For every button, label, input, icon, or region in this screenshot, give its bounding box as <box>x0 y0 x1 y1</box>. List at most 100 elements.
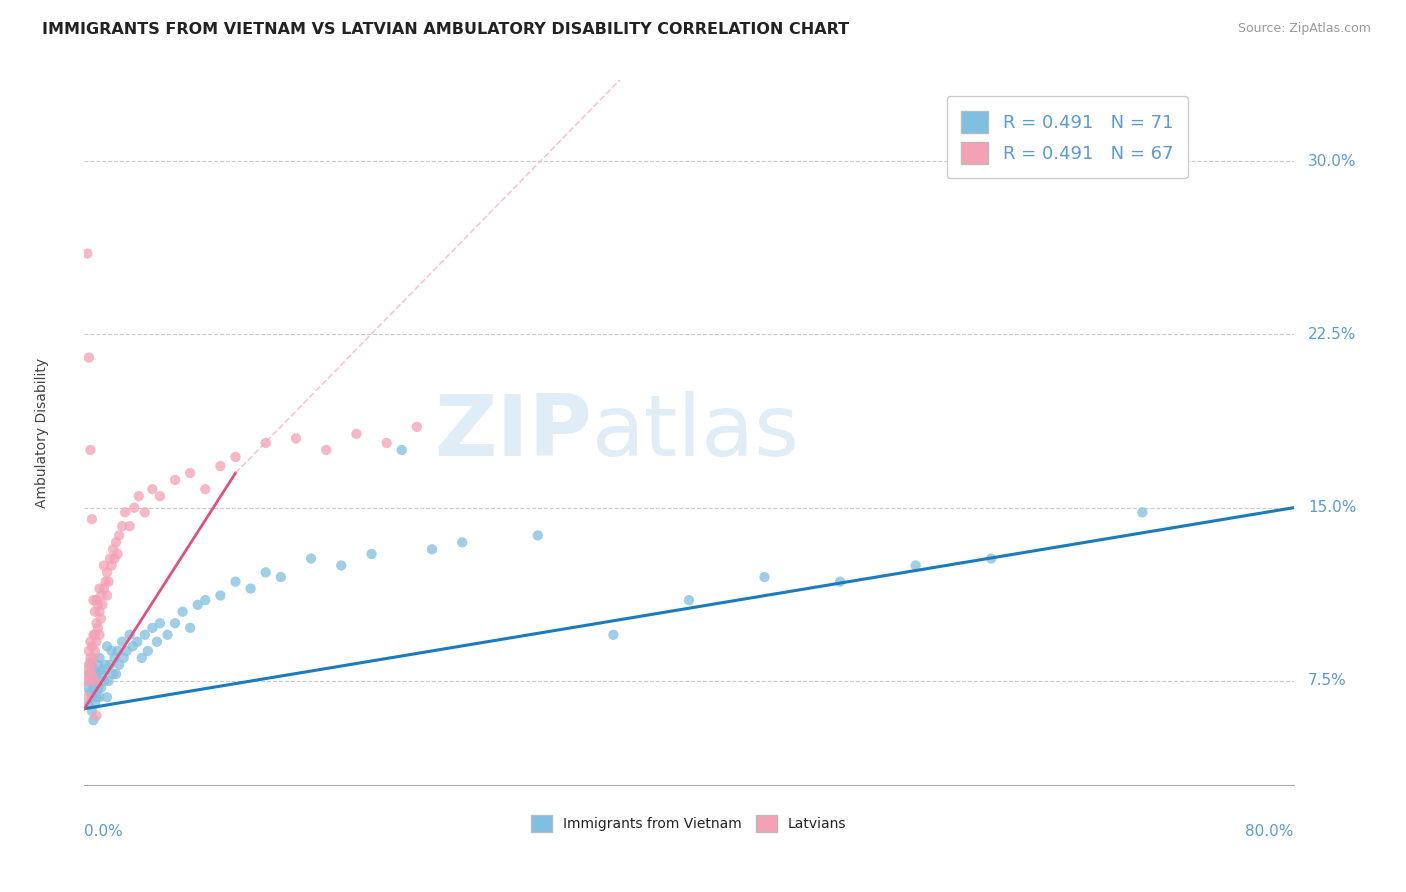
Point <box>225 574 247 589</box>
Point <box>94 657 117 672</box>
Point <box>115 644 138 658</box>
Point <box>980 551 1002 566</box>
Point <box>111 519 134 533</box>
Point <box>105 535 128 549</box>
Point <box>91 662 114 676</box>
Point <box>87 657 110 672</box>
Point <box>84 697 107 711</box>
Point <box>104 551 127 566</box>
Point <box>451 535 474 549</box>
Point <box>194 593 217 607</box>
Text: IMMIGRANTS FROM VIETNAM VS LATVIAN AMBULATORY DISABILITY CORRELATION CHART: IMMIGRANTS FROM VIETNAM VS LATVIAN AMBUL… <box>42 22 849 37</box>
Point <box>77 644 100 658</box>
Point <box>830 574 852 589</box>
Point <box>118 628 141 642</box>
Point <box>165 473 187 487</box>
Point <box>80 673 103 688</box>
Point <box>79 442 101 457</box>
Point <box>76 246 98 260</box>
Text: Ambulatory Disability: Ambulatory Disability <box>35 358 49 508</box>
Point <box>101 667 124 681</box>
Point <box>141 482 163 496</box>
Point <box>187 598 209 612</box>
Point <box>527 528 550 542</box>
Point <box>179 621 201 635</box>
Point <box>225 450 247 464</box>
Point <box>315 442 337 457</box>
Point <box>96 566 118 580</box>
Point <box>84 673 107 688</box>
Point <box>93 582 115 596</box>
Point <box>89 628 111 642</box>
Point <box>89 690 111 705</box>
Point <box>90 681 112 695</box>
Point <box>82 662 104 676</box>
Point <box>136 644 159 658</box>
Point <box>76 681 98 695</box>
Point <box>79 667 101 681</box>
Point <box>111 634 134 648</box>
Point <box>105 667 128 681</box>
Point <box>79 651 101 665</box>
Point <box>112 651 135 665</box>
Point <box>254 436 277 450</box>
Point <box>76 690 98 705</box>
Point <box>86 667 108 681</box>
Point <box>94 574 117 589</box>
Point <box>84 644 107 658</box>
Point <box>1130 505 1153 519</box>
Point <box>86 593 108 607</box>
Point <box>254 566 277 580</box>
Point <box>86 690 108 705</box>
Point <box>90 612 112 626</box>
Point <box>82 593 104 607</box>
Point <box>98 657 121 672</box>
Point <box>149 616 172 631</box>
Point <box>134 505 156 519</box>
Point <box>77 657 100 672</box>
Point <box>904 558 927 573</box>
Point <box>80 640 103 654</box>
Point <box>678 593 700 607</box>
Point <box>209 589 232 603</box>
Point <box>87 621 110 635</box>
Point <box>209 459 232 474</box>
Point <box>100 558 122 573</box>
Point <box>82 713 104 727</box>
Point <box>77 697 100 711</box>
Point <box>79 656 101 670</box>
Point <box>406 420 429 434</box>
Point <box>330 558 353 573</box>
Point <box>270 570 292 584</box>
Point <box>75 673 97 688</box>
Point <box>86 708 108 723</box>
Point <box>82 628 104 642</box>
Point <box>90 667 112 681</box>
Point <box>96 589 118 603</box>
Point <box>141 621 163 635</box>
Point <box>108 528 131 542</box>
Point <box>93 673 115 688</box>
Text: 30.0%: 30.0% <box>1308 153 1357 169</box>
Text: atlas: atlas <box>592 391 800 475</box>
Point <box>90 589 112 603</box>
Point <box>84 605 107 619</box>
Point <box>194 482 217 496</box>
Point <box>84 673 107 688</box>
Point <box>299 551 322 566</box>
Point <box>179 466 201 480</box>
Point <box>77 351 100 365</box>
Point <box>79 685 101 699</box>
Point <box>87 681 110 695</box>
Point <box>91 598 114 612</box>
Point <box>80 512 103 526</box>
Point <box>149 489 172 503</box>
Point <box>107 644 129 658</box>
Point <box>172 605 194 619</box>
Point <box>346 426 368 441</box>
Point <box>97 673 120 688</box>
Point <box>77 667 100 681</box>
Point <box>420 542 443 557</box>
Point <box>114 505 136 519</box>
Point <box>134 628 156 642</box>
